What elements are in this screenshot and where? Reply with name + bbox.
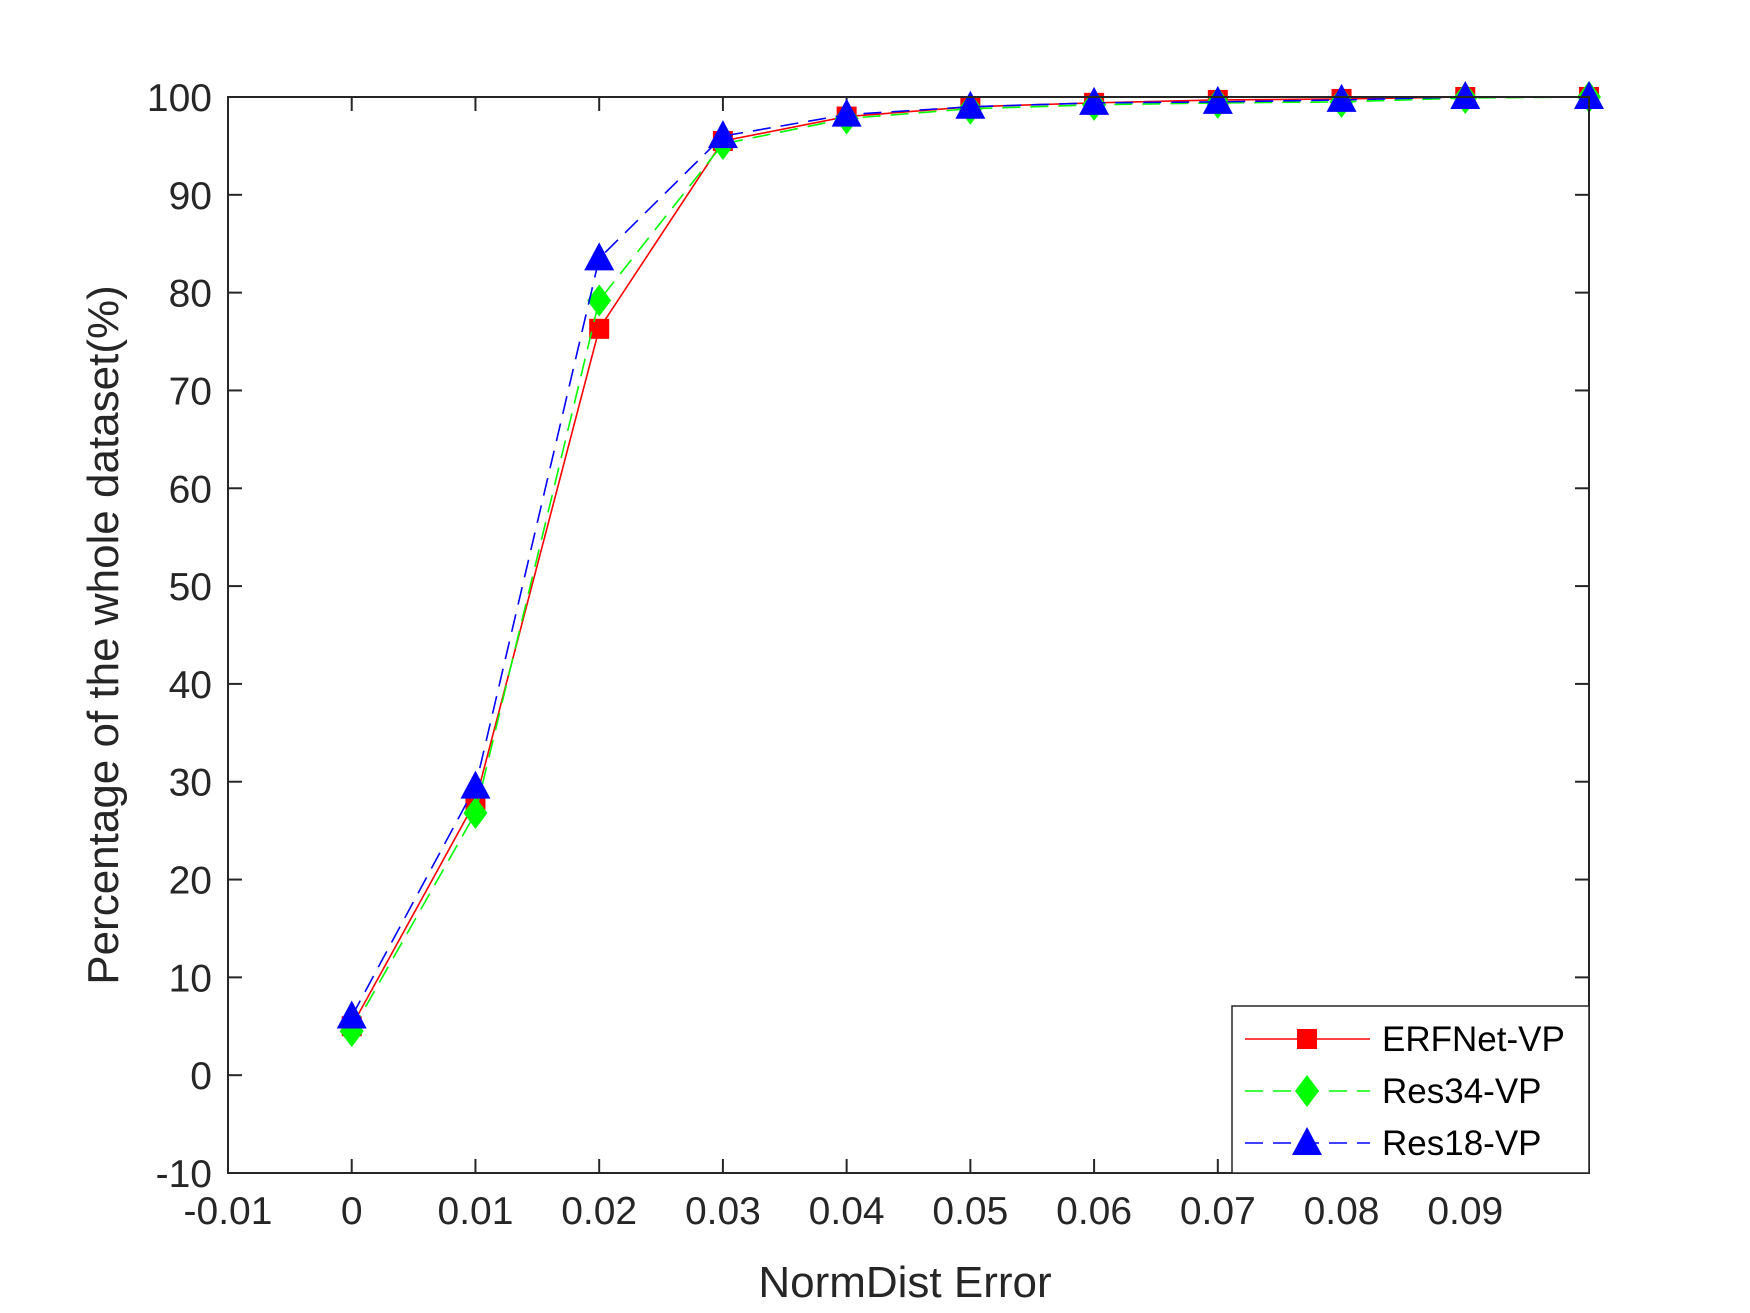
x-tick-label: 0.01 (438, 1190, 514, 1233)
plot-area (228, 97, 1589, 1173)
legend-marker (1295, 1075, 1319, 1107)
data-point (336, 1000, 367, 1029)
y-tick-label: 40 (169, 664, 212, 707)
y-tick-label: 20 (169, 860, 212, 903)
y-tick-label: 10 (169, 957, 212, 1000)
x-tick-label: 0.06 (1056, 1190, 1132, 1233)
data-point (955, 90, 986, 119)
legend-label: ERFNet-VP (1382, 1020, 1565, 1059)
y-tick-label: 30 (169, 762, 212, 805)
data-point (587, 284, 612, 317)
x-tick-label: 0.08 (1304, 1190, 1380, 1233)
data-point (1450, 81, 1481, 109)
x-axis-label: NormDist Error (758, 1258, 1051, 1307)
x-tick-label: -0.01 (184, 1190, 273, 1233)
data-point (831, 98, 862, 127)
data-point (584, 242, 615, 271)
y-tick-label: 80 (169, 273, 212, 316)
y-tick-label: 60 (169, 468, 212, 511)
y-tick-label: 50 (169, 566, 212, 609)
legend: ERFNet-VP Res34-VP Res18-VP (1231, 1005, 1590, 1174)
x-tick-label: 0.09 (1427, 1190, 1503, 1233)
data-point (463, 797, 488, 830)
y-tick-label: 100 (147, 77, 212, 120)
data-point (1202, 85, 1233, 114)
x-tick-label: 0.05 (932, 1190, 1008, 1233)
data-point (589, 318, 610, 339)
data-point (1574, 81, 1604, 109)
y-tick-label: -10 (156, 1153, 212, 1196)
tick-labels: -0.01 0 0.01 0.02 0.03 0.04 0.05 0.06 0.07 0.08 0.… (147, 77, 1503, 1233)
data-point (339, 1015, 364, 1048)
x-tick-label: 0.04 (809, 1190, 885, 1233)
legend-label: Res34-VP (1382, 1072, 1542, 1111)
series-line (351, 96, 1590, 1032)
y-tick-label: 70 (169, 370, 212, 413)
legend-marker (1292, 1127, 1322, 1155)
y-axis-label: Percentage of the whole dataset(%) (79, 285, 128, 985)
legend-marker (1297, 1029, 1317, 1049)
x-tick-label: 0 (341, 1190, 363, 1233)
x-tick-label: 0.02 (561, 1190, 637, 1233)
y-tick-label: 90 (169, 175, 212, 218)
series-layer (336, 81, 1604, 1048)
series-line (351, 96, 1589, 1017)
y-tick-label: 0 (190, 1055, 212, 1098)
legend-label: Res18-VP (1382, 1124, 1542, 1163)
series-res18-vp (336, 81, 1604, 1029)
data-point (1079, 86, 1110, 115)
data-point (460, 770, 491, 799)
data-point (707, 120, 738, 149)
axes-box (227, 96, 1590, 1174)
legend-box (1231, 1005, 1590, 1174)
x-tick-label: 0.07 (1180, 1190, 1256, 1233)
x-tick-label: 0.03 (685, 1190, 761, 1233)
